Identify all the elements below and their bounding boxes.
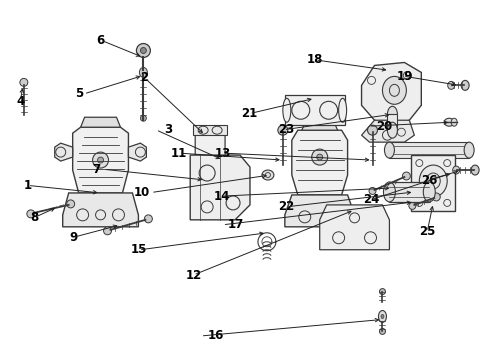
Ellipse shape (443, 118, 453, 126)
Text: 5: 5 (75, 87, 83, 100)
Text: 13: 13 (214, 147, 230, 159)
Polygon shape (291, 130, 347, 195)
Ellipse shape (408, 202, 415, 210)
Ellipse shape (447, 81, 454, 89)
Polygon shape (81, 117, 120, 127)
Ellipse shape (378, 310, 386, 323)
Ellipse shape (386, 122, 397, 138)
Ellipse shape (460, 80, 468, 90)
Text: 7: 7 (93, 163, 101, 176)
Ellipse shape (450, 118, 456, 126)
Text: 25: 25 (418, 225, 434, 238)
Text: 3: 3 (164, 123, 172, 136)
Polygon shape (73, 127, 128, 193)
Ellipse shape (367, 125, 377, 135)
Ellipse shape (379, 289, 385, 294)
Text: 2: 2 (140, 71, 148, 84)
Ellipse shape (140, 48, 146, 54)
Text: 12: 12 (185, 269, 201, 282)
Polygon shape (386, 114, 397, 130)
Text: 1: 1 (23, 179, 32, 192)
Polygon shape (128, 143, 146, 161)
Ellipse shape (402, 172, 409, 180)
Text: 23: 23 (277, 123, 293, 136)
Polygon shape (193, 125, 226, 135)
Ellipse shape (431, 193, 439, 201)
Ellipse shape (316, 154, 322, 160)
Ellipse shape (140, 115, 146, 121)
Polygon shape (285, 95, 344, 125)
Text: 21: 21 (241, 107, 257, 120)
Text: 14: 14 (213, 190, 229, 203)
Polygon shape (55, 143, 73, 161)
Ellipse shape (277, 125, 287, 135)
Ellipse shape (379, 328, 385, 334)
Ellipse shape (136, 44, 150, 58)
Polygon shape (195, 135, 224, 185)
Ellipse shape (382, 76, 406, 104)
Ellipse shape (384, 142, 394, 158)
Ellipse shape (419, 165, 447, 197)
Ellipse shape (27, 210, 35, 218)
Ellipse shape (423, 182, 434, 202)
Ellipse shape (282, 98, 290, 122)
Polygon shape (285, 195, 354, 227)
Ellipse shape (66, 200, 75, 208)
Polygon shape (361, 120, 413, 142)
Polygon shape (301, 121, 337, 130)
Ellipse shape (103, 227, 111, 235)
Text: 20: 20 (375, 120, 391, 133)
Text: 22: 22 (277, 201, 293, 213)
Ellipse shape (139, 67, 147, 77)
Ellipse shape (380, 315, 383, 319)
Text: 15: 15 (130, 243, 147, 256)
Text: 26: 26 (421, 174, 437, 186)
Text: 10: 10 (133, 186, 149, 199)
Text: 8: 8 (30, 211, 38, 224)
Text: 11: 11 (170, 147, 186, 159)
Text: 6: 6 (97, 33, 105, 47)
Ellipse shape (311, 149, 327, 165)
Ellipse shape (383, 182, 395, 202)
Text: 17: 17 (227, 218, 243, 231)
Text: 16: 16 (207, 329, 224, 342)
Ellipse shape (386, 106, 397, 122)
Ellipse shape (98, 157, 103, 163)
Text: 9: 9 (69, 231, 77, 244)
Ellipse shape (463, 142, 473, 158)
Polygon shape (388, 182, 428, 202)
Text: 4: 4 (16, 95, 24, 108)
Ellipse shape (338, 98, 346, 122)
Text: 24: 24 (362, 193, 379, 206)
Ellipse shape (452, 166, 459, 174)
Ellipse shape (470, 165, 478, 175)
Ellipse shape (368, 188, 375, 194)
Polygon shape (62, 193, 138, 227)
Ellipse shape (20, 78, 28, 86)
Ellipse shape (92, 152, 108, 168)
Polygon shape (388, 142, 468, 158)
Polygon shape (410, 155, 454, 211)
Polygon shape (190, 155, 249, 220)
Ellipse shape (144, 215, 152, 223)
Text: 19: 19 (396, 69, 412, 82)
Polygon shape (319, 205, 388, 250)
Polygon shape (361, 62, 421, 125)
Text: 18: 18 (306, 53, 323, 66)
Ellipse shape (262, 170, 273, 180)
